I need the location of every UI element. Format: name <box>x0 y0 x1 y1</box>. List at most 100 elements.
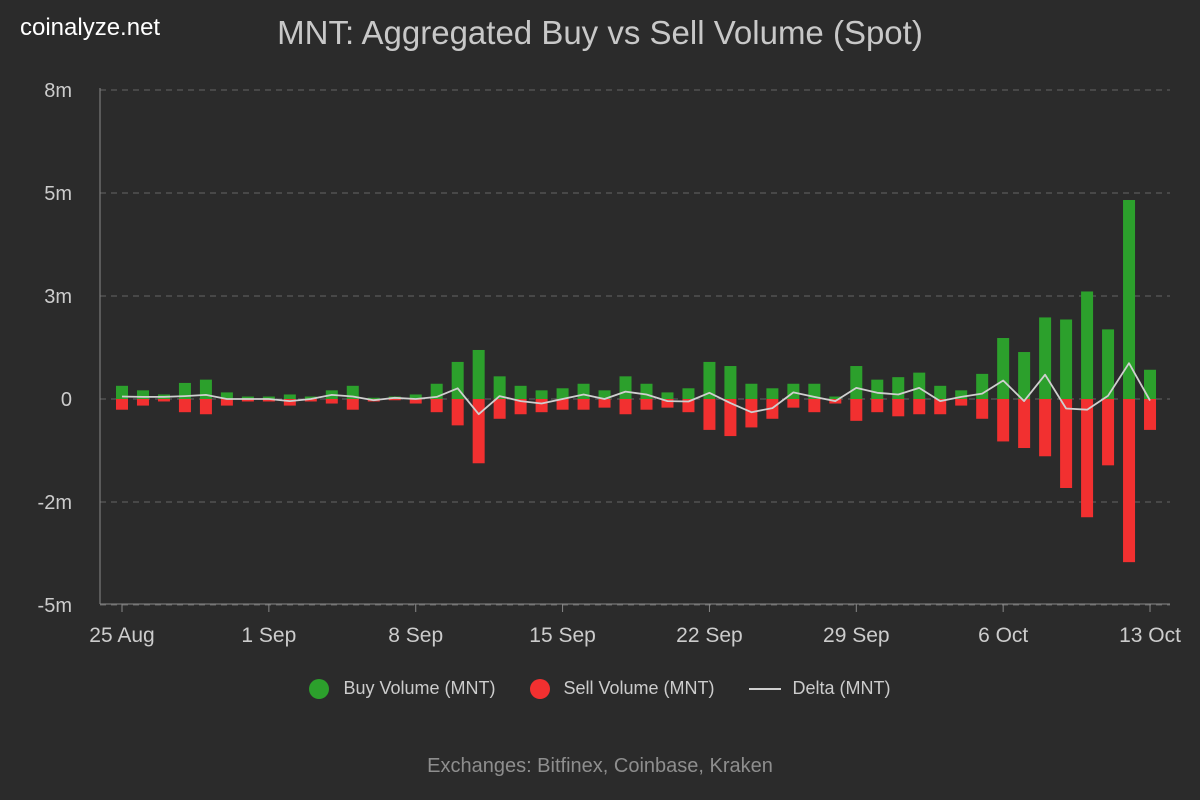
buy-volume-bar <box>283 394 296 399</box>
legend-item-delta[interactable]: Delta (MNT) <box>748 678 891 699</box>
grid-layer <box>100 89 1170 606</box>
bar-layer <box>116 200 1157 563</box>
x-tick-label: 22 Sep <box>676 624 743 647</box>
sell-volume-bar <box>661 399 674 408</box>
sell-volume-bar <box>1102 399 1115 466</box>
sell-volume-bar <box>703 399 716 430</box>
sell-volume-bar <box>745 399 758 428</box>
sell-volume-bar <box>178 399 191 413</box>
sell-volume-bar <box>472 399 485 464</box>
sell-volume-bar <box>199 399 212 415</box>
buy-volume-bar <box>514 385 527 399</box>
x-tick-label: 6 Oct <box>978 624 1028 647</box>
sell-volume-bar <box>325 399 338 404</box>
sell-volume-bar <box>1039 399 1052 457</box>
buy-volume-bar <box>493 376 506 399</box>
sell-volume-bar <box>157 399 170 402</box>
buy-volume-bar <box>892 377 905 399</box>
buy-volume-bar <box>976 373 989 399</box>
sell-volume-bar <box>409 399 422 404</box>
buy-volume-bar <box>577 383 590 399</box>
sell-volume-bar <box>913 399 926 415</box>
x-tick-label: 1 Sep <box>241 624 296 647</box>
y-tick-label: 0 <box>61 389 72 411</box>
sell-volume-bar <box>619 399 632 415</box>
sell-volume-bar <box>535 399 548 413</box>
y-tick-label: -2m <box>38 492 72 514</box>
buy-volume-bar <box>661 392 674 399</box>
x-tick-label: 13 Oct <box>1119 624 1181 647</box>
buy-volume-bar <box>1018 352 1031 399</box>
buy-volume-bar <box>367 397 380 399</box>
exchanges-footer: Exchanges: Bitfinex, Coinbase, Kraken <box>427 755 773 777</box>
buy-volume-bar <box>913 372 926 399</box>
delta-line-swatch-icon <box>748 687 781 690</box>
legend-item-buy[interactable]: Buy Volume (MNT) <box>309 678 496 699</box>
sell-volume-bar <box>388 399 401 401</box>
x-tick-label: 15 Sep <box>529 624 596 647</box>
y-tick-label: 8m <box>44 80 72 102</box>
buy-volume-bar <box>556 388 569 399</box>
buy-volume-bar <box>997 338 1010 399</box>
sell-volume-bar <box>1123 399 1136 563</box>
chart-title: MNT: Aggregated Buy vs Sell Volume (Spot… <box>277 14 923 51</box>
buy-volume-bar <box>955 390 968 399</box>
buy-volume-bar <box>262 396 275 399</box>
buy-volume-bar <box>829 396 842 399</box>
buy-volume-bar <box>724 366 737 399</box>
line-layer <box>121 362 1151 416</box>
sell-volume-bar <box>577 399 590 410</box>
sell-volume-bar <box>850 399 863 421</box>
sell-volume-bar <box>997 399 1010 442</box>
buy-volume-bar <box>745 383 758 399</box>
sell-volume-bar <box>493 399 506 419</box>
legend-label-buy: Buy Volume (MNT) <box>343 678 496 698</box>
buy-volume-bar <box>703 361 716 399</box>
buy-volume-bar <box>472 349 485 399</box>
sell-volume-bar <box>304 399 317 402</box>
buy-volume-bar <box>241 396 254 399</box>
brand-logo[interactable]: coinalyze.net <box>20 14 161 41</box>
legend-item-sell[interactable]: Sell Volume (MNT) <box>529 678 715 699</box>
axis-layer: 8m 5m 3m 0 -2m -5m 25 Aug 1 Sep 8 Sep 15 Sep 22 Se… <box>38 80 1182 647</box>
sell-volume-bar <box>430 399 443 413</box>
buy-volume-bar <box>598 390 611 399</box>
sell-volume-bar <box>116 399 128 410</box>
sell-volume-bar <box>1144 399 1157 430</box>
buy-volume-bar <box>682 388 695 399</box>
buy-volume-bar <box>1039 317 1052 399</box>
x-tick-label: 25 Aug <box>89 624 154 647</box>
sell-volume-bar <box>220 399 233 406</box>
y-tick-label: 5m <box>44 183 72 205</box>
sell-volume-bar <box>1018 399 1031 449</box>
sell-volume-bar <box>346 399 359 410</box>
sell-volume-bar <box>955 399 968 406</box>
sell-volume-bar <box>808 399 821 413</box>
sell-volume-swatch-icon <box>529 678 550 699</box>
sell-volume-bar <box>871 399 884 413</box>
sell-volume-bar <box>724 399 737 437</box>
y-tick-label: -5m <box>38 595 72 617</box>
buy-volume-bar <box>1102 329 1115 399</box>
legend: Buy Volume (MNT) Sell Volume (MNT) Delta… <box>0 678 1200 699</box>
buy-volume-bar <box>304 396 317 399</box>
sell-volume-bar <box>514 399 527 415</box>
sell-volume-bar <box>262 399 275 402</box>
x-tick-label: 8 Sep <box>388 624 443 647</box>
buy-volume-bar <box>178 382 191 399</box>
buy-volume-bar <box>1144 369 1157 399</box>
legend-label-delta: Delta (MNT) <box>792 678 891 698</box>
buy-volume-bar <box>1123 200 1136 399</box>
buy-volume-bar <box>220 392 233 399</box>
sell-volume-bar <box>283 399 296 406</box>
sell-volume-bar <box>556 399 569 410</box>
buy-volume-bar <box>934 385 947 399</box>
sell-volume-bar <box>976 399 989 419</box>
delta-line <box>121 362 1151 416</box>
buy-volume-bar <box>1081 291 1094 399</box>
sell-volume-bar <box>241 399 254 402</box>
buy-volume-bar <box>1060 319 1073 399</box>
x-tick-label: 29 Sep <box>823 624 890 647</box>
buy-volume-bar <box>871 379 884 399</box>
